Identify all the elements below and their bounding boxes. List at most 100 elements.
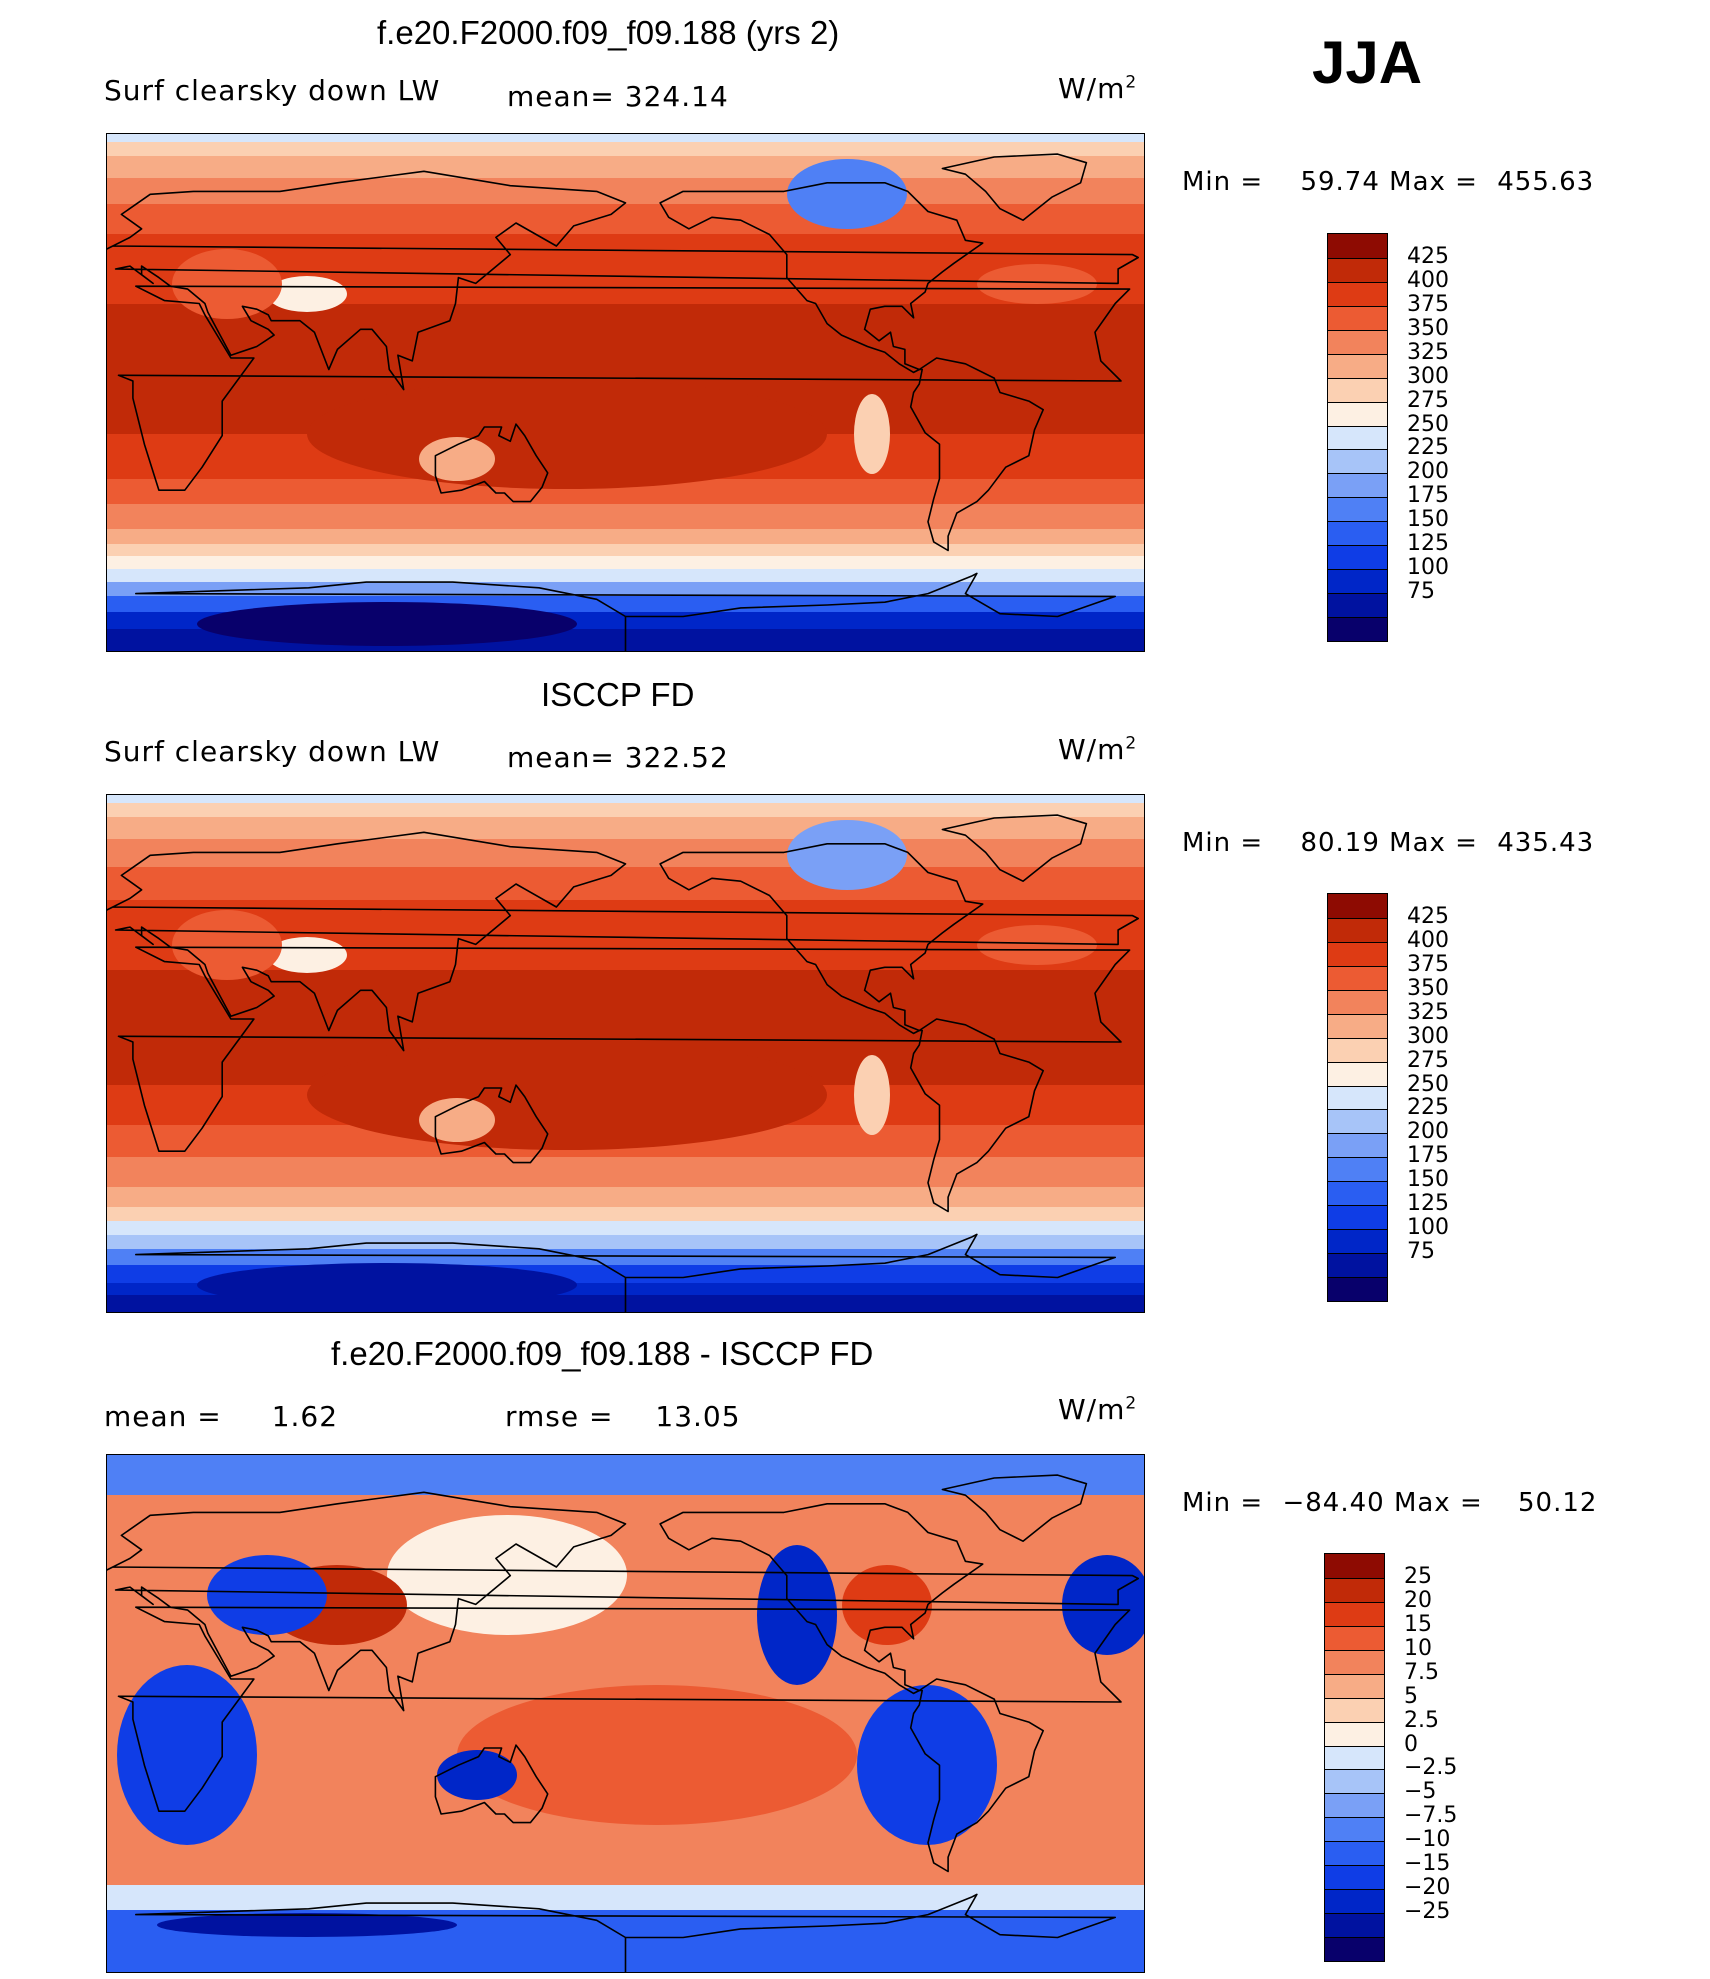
greenland-ice <box>787 159 907 229</box>
colorbar-label: 2.5 <box>1404 1707 1439 1733</box>
panel-3-mean-value: 1.62 <box>271 1400 339 1433</box>
andes-cool <box>854 1055 890 1135</box>
panel-1-units: W/m2 <box>1058 72 1137 105</box>
panel-1-minmax: Min = 59.74 Max = 455.63 <box>1182 167 1594 197</box>
panel-2-units: W/m2 <box>1058 733 1137 766</box>
panel-1-mean-value: 324.14 <box>624 80 729 113</box>
coastline-antarctica <box>135 1233 1116 1312</box>
coastline-greenland <box>941 814 1088 882</box>
panel-1-variable-label: Surf clearsky down LW <box>104 74 441 107</box>
colorbar-label: 400 <box>1407 927 1449 953</box>
zonal-band <box>107 817 1144 839</box>
panel-3-rmse-value: 13.05 <box>655 1400 741 1433</box>
colorbar-label: 350 <box>1407 315 1449 341</box>
colorbar-label: −10 <box>1404 1827 1451 1853</box>
colorbar-label: −2.5 <box>1404 1755 1458 1781</box>
coastline-antarctica <box>135 572 1116 651</box>
colorbar-label: 175 <box>1407 1143 1449 1169</box>
coastlines <box>107 153 1139 651</box>
panel-2-map <box>106 794 1145 1313</box>
colorbar-box <box>1328 894 1387 918</box>
north-pacific-neutral <box>387 1515 627 1635</box>
coastline-antarctica <box>135 1893 1116 1972</box>
colorbar-box <box>1328 1061 1387 1086</box>
colorbar-box <box>1325 1841 1384 1866</box>
colorbar-box <box>1328 1229 1387 1254</box>
zonal-band <box>107 504 1144 529</box>
colorbar-label: −15 <box>1404 1851 1451 1877</box>
zonal-band <box>107 795 1144 803</box>
australia-interior <box>419 1098 495 1142</box>
colorbar-label: −5 <box>1404 1779 1437 1805</box>
colorbar-box <box>1325 1769 1384 1794</box>
colorbar-label: 400 <box>1407 267 1449 293</box>
colorbar-box <box>1328 1205 1387 1230</box>
colorbar-box <box>1325 1577 1384 1602</box>
colorbar-label: 425 <box>1407 903 1449 929</box>
panel-3-minmax: Min = −84.40 Max = 50.12 <box>1182 1488 1597 1518</box>
panel-2-minmax: Min = 80.19 Max = 435.43 <box>1182 828 1594 858</box>
atlantic-warm <box>977 264 1097 304</box>
panel-1-mean: mean= 324.14 <box>507 80 729 113</box>
coastline-africa <box>117 946 1131 1152</box>
coastline-australia <box>434 1744 549 1824</box>
season-label: JJA <box>1312 29 1423 96</box>
panel-1-mean-label: mean= <box>507 80 615 113</box>
zonal-band <box>107 569 1144 582</box>
coastlines <box>107 1474 1139 1972</box>
colorbar-box <box>1328 1013 1387 1038</box>
panel-2-map-svg <box>107 795 1144 1312</box>
zonal-band <box>107 1207 1144 1221</box>
zonal-band <box>107 529 1144 544</box>
coastline-australia <box>434 1084 549 1164</box>
colorbar-box <box>1328 1109 1387 1134</box>
colorbar-label: 200 <box>1407 459 1449 485</box>
colorbar-box <box>1325 1817 1384 1842</box>
colorbar-box <box>1328 234 1387 258</box>
colorbar-box <box>1328 425 1387 450</box>
panel-3-colorbar <box>1324 1553 1385 1962</box>
units-exponent: 2 <box>1125 1393 1138 1414</box>
colorbar-box <box>1328 1133 1387 1158</box>
coastline-eurasia <box>107 1491 1139 1712</box>
zonal-band <box>107 142 1144 156</box>
panel-1-map <box>106 133 1145 652</box>
colorbar-box <box>1325 1889 1384 1914</box>
zonal-band <box>107 1157 1144 1187</box>
antarctic-plateau <box>197 1263 577 1307</box>
colorbar-box <box>1328 1085 1387 1110</box>
colorbar-label: 300 <box>1407 1023 1449 1049</box>
colorbar-label: 7.5 <box>1404 1659 1439 1685</box>
panel-2-mean-value: 322.52 <box>624 741 729 774</box>
zonal-band <box>107 1235 1144 1249</box>
coastline-eurasia <box>107 170 1139 391</box>
colorbar-label: 250 <box>1407 411 1449 437</box>
zonal-band <box>107 134 1144 142</box>
north-america-east-warm <box>842 1565 932 1645</box>
coastline-namerica <box>659 182 984 374</box>
zonal-band <box>107 1249 1144 1265</box>
zonal-band <box>107 582 1144 596</box>
colorbar-label: 375 <box>1407 951 1449 977</box>
panel-2-max-label: Max = <box>1389 828 1478 858</box>
panel-1-min-label: Min = <box>1182 167 1264 197</box>
coastline-samerica <box>909 357 1044 552</box>
colorbar-label: 275 <box>1407 387 1449 413</box>
andes-cool <box>854 394 890 474</box>
colorbar-label: 200 <box>1407 1119 1449 1145</box>
coastline-africa <box>117 1606 1131 1812</box>
africa-cool <box>117 1665 257 1845</box>
coastlines <box>107 814 1139 1312</box>
colorbar-box <box>1328 353 1387 378</box>
panel-3-max-value: 50.12 <box>1518 1488 1598 1518</box>
panel-3-rmse: rmse = 13.05 <box>505 1400 741 1433</box>
colorbar-label: 225 <box>1407 1095 1449 1121</box>
tibet-plateau <box>267 276 347 312</box>
colorbar-box <box>1325 1745 1384 1770</box>
zonal-band <box>107 544 1144 556</box>
coastline-africa <box>117 285 1131 491</box>
tibet-plateau <box>267 937 347 973</box>
warm-pool <box>307 379 827 489</box>
colorbar-label: 375 <box>1407 291 1449 317</box>
north-america-west-cool <box>757 1545 837 1685</box>
